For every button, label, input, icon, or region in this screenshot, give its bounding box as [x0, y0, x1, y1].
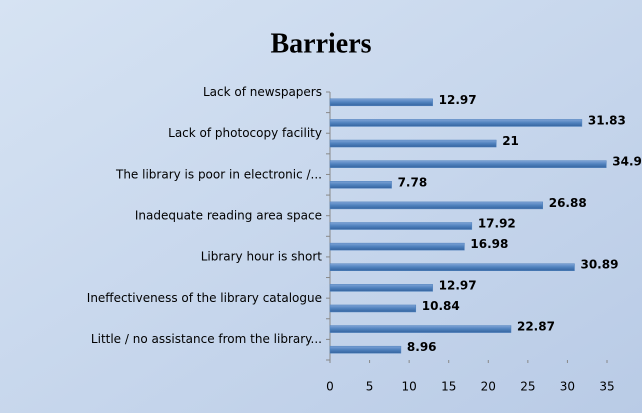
- data-label: 31.83: [588, 113, 626, 127]
- bar: [329, 263, 575, 271]
- bar: [329, 284, 433, 292]
- data-label: 21: [502, 134, 519, 148]
- y-tick-label: Ineffectiveness of the library catalogue: [87, 291, 322, 305]
- bar: [329, 119, 583, 127]
- bar: [329, 222, 473, 230]
- x-tick-label: 5: [366, 380, 374, 394]
- data-label: 26.88: [549, 196, 587, 210]
- bar: [329, 201, 543, 210]
- y-tick-label: Library hour is short: [201, 250, 323, 264]
- x-tick-label: 25: [520, 380, 535, 394]
- x-tick-label: 10: [402, 380, 417, 394]
- chart-title: Barriers: [270, 28, 371, 59]
- data-label: 34.91: [612, 155, 642, 169]
- data-label: 8.96: [407, 340, 437, 354]
- bar: [329, 242, 465, 251]
- bar: [329, 139, 497, 148]
- bar: [329, 345, 402, 354]
- data-label: 17.92: [478, 217, 516, 231]
- x-tick-label: 30: [560, 380, 575, 394]
- data-label: 30.89: [580, 258, 618, 272]
- bar: [329, 181, 392, 189]
- x-tick-label: 20: [481, 380, 496, 394]
- y-tick-label: Little / no assistance from the library.…: [91, 332, 322, 346]
- x-tick-label: 0: [326, 380, 334, 394]
- data-label: 12.97: [439, 93, 477, 107]
- bar: [329, 98, 433, 107]
- y-tick-label: Lack of newspapers: [203, 85, 322, 99]
- bar: [329, 325, 512, 333]
- x-tick-label: 15: [441, 380, 456, 394]
- data-label: 16.98: [470, 237, 508, 251]
- y-tick-label: The library is poor in electronic /...: [115, 167, 322, 181]
- x-tick-label: 35: [599, 380, 614, 394]
- data-label: 12.97: [439, 278, 477, 292]
- y-tick-label: Inadequate reading area space: [135, 209, 322, 223]
- y-tick-label: Lack of photocopy facility: [168, 126, 322, 140]
- data-label: 10.84: [422, 299, 460, 313]
- bar: [329, 304, 417, 313]
- bar: [329, 160, 607, 168]
- data-label: 7.78: [398, 175, 428, 189]
- data-label: 22.87: [517, 320, 555, 334]
